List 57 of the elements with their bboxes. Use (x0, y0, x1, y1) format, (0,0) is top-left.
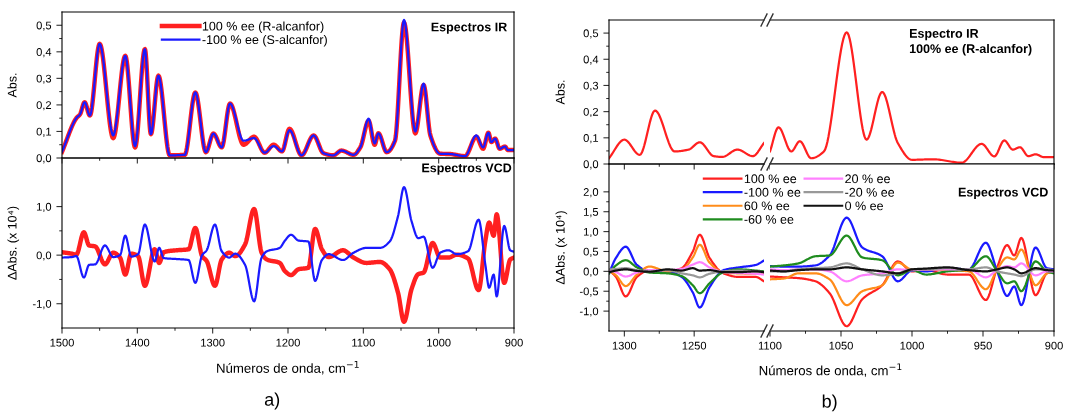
y-axis-title: Abs. (555, 80, 565, 105)
y-tick-label: 0,3 (36, 74, 52, 84)
y-tick-label: 0,5 (583, 29, 599, 39)
x-tick-label: 1000 (900, 341, 924, 350)
y-tick-label: 0,3 (583, 81, 599, 91)
x-tick-label: 900 (1045, 341, 1063, 350)
y-tick-label: 1,0 (36, 202, 52, 213)
y-tick-label: -1,0 (579, 307, 599, 317)
legend-label: 100 % ee (744, 174, 797, 184)
text: b) (822, 394, 837, 412)
annotation: Espectros VCD (422, 163, 512, 175)
x-tick-label: 1100 (758, 341, 782, 350)
y-axis-title: Abs. (7, 73, 17, 98)
x-tick-label: 1400 (125, 338, 150, 347)
text: a) (264, 392, 280, 410)
y-tick-label: 0,0 (36, 154, 52, 164)
y-tick-label: 2,0 (583, 188, 599, 198)
y-tick-label: 0,1 (583, 134, 599, 144)
legend-label: 0 % ee (845, 201, 883, 211)
x-tick-label: 1500 (50, 338, 74, 347)
y-tick-label: 0,0 (36, 251, 52, 261)
y-tick-label: 1,5 (583, 208, 599, 218)
x-tick-label: 1200 (276, 338, 300, 347)
legend-label: -20 % ee (845, 187, 895, 197)
y-tick-label: 0,4 (36, 48, 52, 58)
x-tick-label: 1300 (201, 338, 225, 347)
x-tick-label: 1000 (427, 338, 451, 347)
legend-label: -60 % ee (744, 214, 794, 224)
legend-label: 20 % ee (845, 174, 890, 184)
y-tick-label: 0,1 (36, 127, 52, 137)
x-tick-label: 1250 (682, 341, 707, 350)
legend-label: 100 % ee (R-alcanfor) (202, 21, 324, 34)
x-tick-label: 950 (974, 341, 992, 350)
y-tick-label: 0,2 (583, 107, 599, 118)
legend-label: -100 % ee (744, 187, 801, 197)
x-axis-title: Números de onda, cm$^{−1}$ (759, 363, 902, 377)
y-tick-label: -1,0 (32, 299, 52, 310)
legend-label: 60 % ee (744, 201, 790, 211)
x-tick-label: 1300 (612, 341, 637, 350)
y-tick-label: 0,5 (583, 247, 599, 257)
y-tick-label: 1,0 (583, 227, 599, 238)
annotation: Espectros VCD (958, 187, 1048, 200)
y-tick-label: 0,4 (583, 55, 599, 65)
legend-label: -100 % ee (S-alcanfor) (202, 34, 327, 47)
annotation: Espectros IR (431, 22, 507, 34)
y-axis-title: ΔAbs. (x 10⁴) (555, 211, 568, 285)
annotation: Espectro IR 100% ee (R-alcanfor) (909, 29, 1032, 56)
x-tick-label: 1050 (829, 341, 853, 350)
x-axis-title: Números de onda, cm$^{−1}$ (217, 360, 359, 375)
y-axis-title: ΔAbs. (x 10⁴) (7, 206, 20, 280)
y-tick-label: -0,5 (579, 287, 599, 297)
x-tick-label: 1100 (352, 338, 375, 347)
y-tick-label: 0,2 (36, 101, 52, 111)
y-tick-label: 0,5 (36, 21, 52, 31)
y-tick-label: 0,0 (583, 267, 599, 277)
y-tick-label: 0,0 (583, 160, 599, 170)
x-tick-label: 900 (505, 338, 523, 347)
